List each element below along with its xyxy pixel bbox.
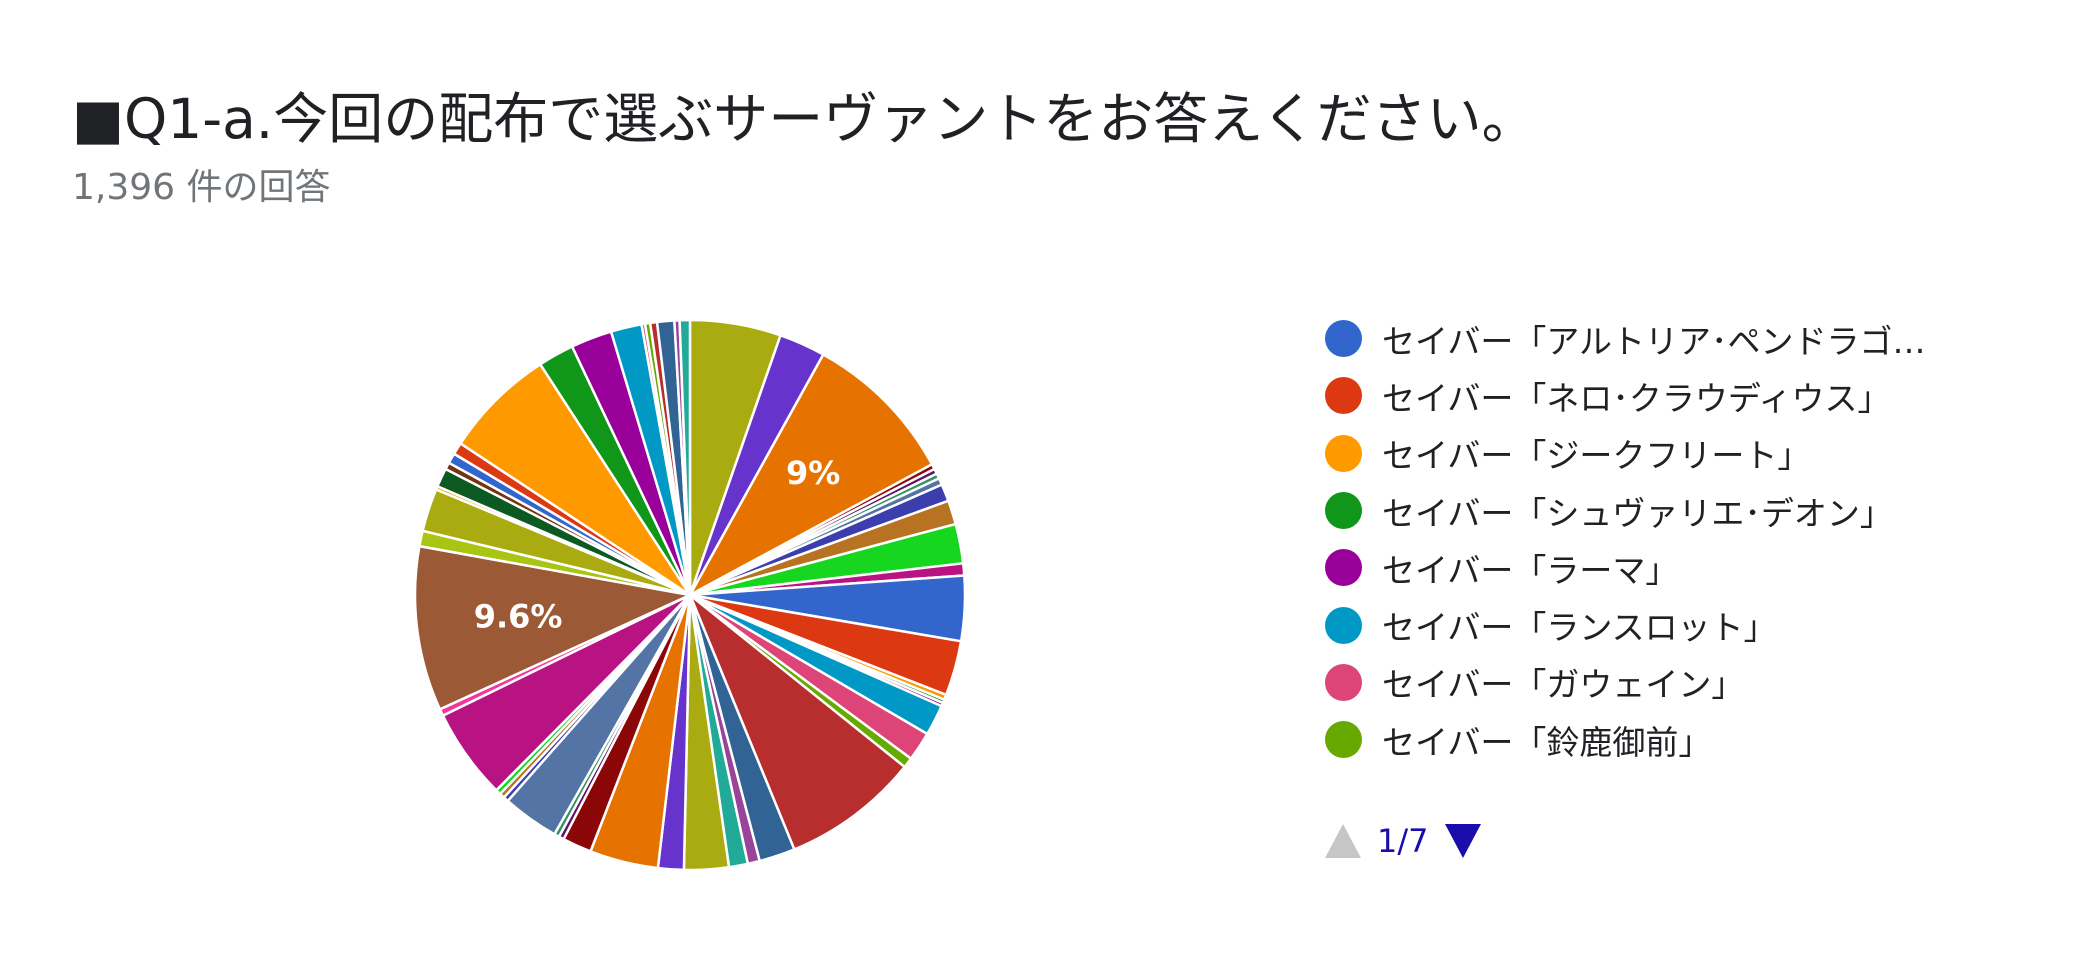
pie-slice[interactable] bbox=[688, 593, 906, 851]
legend: セイバー「アルトリア･ペンドラゴ… セイバー「ネロ･クラウディウス」 セイバー「… bbox=[1325, 310, 2065, 768]
pie-slice[interactable] bbox=[688, 353, 934, 597]
legend-label: セイバー「ランスロット」 bbox=[1382, 608, 1777, 648]
pie-slice-label: 9% bbox=[786, 454, 840, 492]
legend-item[interactable]: セイバー「ガウェイン」 bbox=[1325, 654, 2065, 711]
legend-dot-icon bbox=[1325, 721, 1362, 759]
triangle-up-icon[interactable] bbox=[1325, 824, 1361, 858]
chart-title: ■Q1-a.今回の配布で選ぶサーヴァントをお答えください。 bbox=[72, 87, 1537, 151]
pie-slice-label: 9.6% bbox=[474, 598, 563, 636]
legend-item[interactable]: セイバー「ランスロット」 bbox=[1325, 596, 2065, 653]
legend-pager: 1/7 bbox=[1325, 822, 1481, 860]
legend-label: セイバー「鈴鹿御前」 bbox=[1382, 722, 1712, 762]
pie-chart: 9% 9.6% bbox=[413, 318, 967, 872]
legend-label: セイバー「ラーマ」 bbox=[1382, 550, 1679, 590]
legend-dot-icon bbox=[1325, 320, 1362, 358]
legend-label: セイバー「ガウェイン」 bbox=[1382, 665, 1745, 705]
legend-label: セイバー「シュヴァリエ･デオン」 bbox=[1382, 493, 1893, 533]
legend-item[interactable]: セイバー「ネロ･クラウディウス」 bbox=[1325, 367, 2065, 424]
legend-label: セイバー「アルトリア･ペンドラゴ… bbox=[1382, 321, 1926, 361]
legend-dot-icon bbox=[1325, 434, 1362, 472]
legend-item[interactable]: セイバー「ラーマ」 bbox=[1325, 539, 2065, 596]
legend-dot-icon bbox=[1325, 492, 1362, 530]
pie-slice[interactable] bbox=[413, 544, 692, 711]
legend-page-indicator: 1/7 bbox=[1377, 822, 1429, 860]
legend-label: セイバー「ネロ･クラウディウス」 bbox=[1382, 378, 1891, 418]
pie-slice[interactable] bbox=[459, 363, 692, 597]
legend-item[interactable]: セイバー「ジークフリート」 bbox=[1325, 425, 2065, 482]
legend-item[interactable]: セイバー「シュヴァリエ･デオン」 bbox=[1325, 482, 2065, 539]
legend-item[interactable]: セイバー「鈴鹿御前」 bbox=[1325, 711, 2065, 768]
legend-dot-icon bbox=[1325, 606, 1362, 644]
legend-dot-icon bbox=[1325, 377, 1362, 415]
legend-dot-icon bbox=[1325, 663, 1362, 701]
legend-dot-icon bbox=[1325, 549, 1362, 587]
legend-label: セイバー「ジークフリート」 bbox=[1382, 436, 1811, 476]
response-count: 1,396 件の回答 bbox=[72, 167, 331, 208]
legend-item[interactable]: セイバー「アルトリア･ペンドラゴ… bbox=[1325, 310, 2065, 367]
pie-slice[interactable] bbox=[678, 318, 692, 597]
triangle-down-icon[interactable] bbox=[1444, 824, 1481, 858]
